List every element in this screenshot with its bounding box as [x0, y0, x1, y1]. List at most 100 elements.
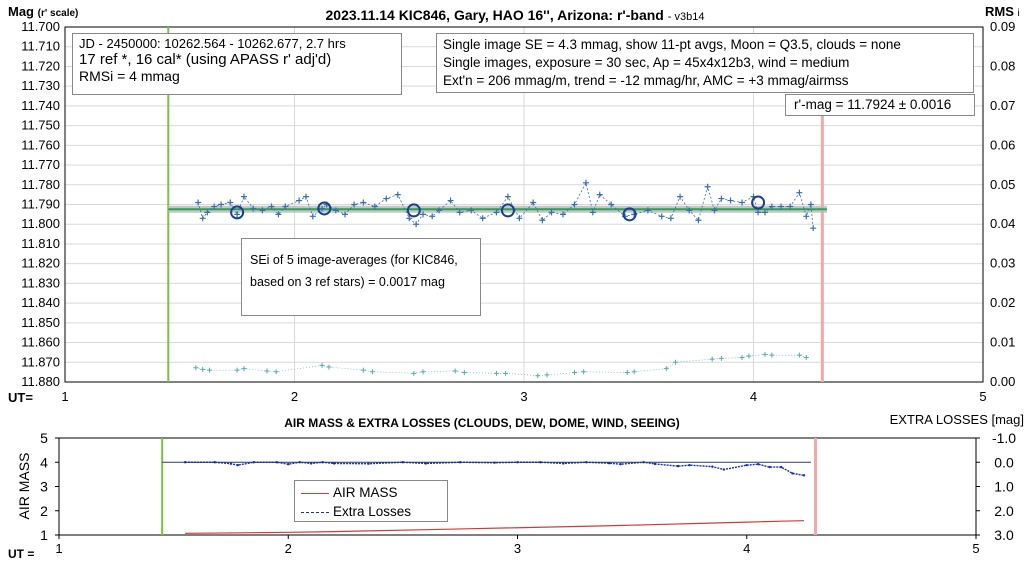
bottom-y2-tick-label: 2.0 — [994, 503, 1014, 519]
y-tick-label: 11.870 — [21, 354, 60, 369]
data-point-rms — [370, 369, 376, 375]
data-point-extra-losses — [653, 462, 657, 466]
y-tick-label: 11.800 — [21, 216, 60, 231]
bottom-y-tick-label: 1 — [40, 527, 48, 543]
y2-tick-label: 0.03 — [990, 256, 1015, 271]
bottom-y-tick-label: 5 — [40, 430, 48, 446]
y-tick-label: 11.850 — [21, 315, 60, 330]
data-point-rms — [718, 355, 724, 361]
y-tick-label: 11.790 — [21, 197, 60, 212]
series-rms-line — [195, 354, 807, 376]
data-point-single-image — [259, 207, 266, 214]
data-point-extra-losses — [757, 462, 760, 466]
legend-item-extra-losses: Extra Losses — [301, 502, 441, 521]
x-tick-label: 4 — [750, 389, 757, 404]
plot-frame — [64, 26, 984, 383]
info-left-line-2: 17 ref *, 16 cal* (using APASS r' adj'd) — [79, 51, 332, 68]
y-axis-label-text: Mag — [8, 4, 34, 19]
x-axis-label: UT= — [8, 390, 33, 405]
data-point-rms — [762, 351, 768, 357]
data-point-single-image — [302, 193, 309, 200]
bottom-y-tick-label: 3 — [40, 479, 48, 495]
data-point-extra-losses — [493, 461, 496, 464]
data-point-extra-losses — [802, 474, 806, 477]
chart-title-version: - v3b14 — [668, 11, 705, 23]
data-point-single-image — [332, 207, 339, 214]
bottom-chart-title: AIR MASS & EXTRA LOSSES (CLOUDS, DEW, DO… — [284, 416, 680, 430]
data-point-single-image — [195, 199, 202, 206]
data-point-single-image — [341, 211, 348, 218]
y2-axis-label-suffix: i — [1018, 8, 1020, 19]
data-point-average — [406, 203, 421, 218]
y2-tick-label: 0.02 — [990, 295, 1015, 310]
data-point-single-image — [807, 201, 814, 208]
bottom-x-tick-label: 3 — [514, 541, 521, 556]
data-point-extra-losses — [711, 465, 714, 468]
y2-tick-label: 0.08 — [990, 58, 1015, 73]
info-left-line-3: RMSi = 4 mmag — [79, 68, 180, 84]
data-point-extra-losses — [309, 462, 313, 465]
y2-tick-label: 0.06 — [990, 137, 1015, 152]
data-point-rms — [319, 362, 325, 368]
data-point-rms — [264, 368, 270, 374]
data-point-rms — [769, 352, 775, 358]
data-point-extra-losses — [252, 461, 256, 464]
data-point-single-image — [199, 215, 206, 222]
data-point-single-image — [658, 213, 665, 220]
data-point-rms — [631, 369, 637, 375]
annotation-line-2: based on 3 ref stars) = 0.0017 mag — [250, 275, 445, 289]
data-point-single-image — [504, 193, 511, 200]
data-point-single-image — [686, 207, 693, 214]
y-tick-label: 11.710 — [21, 39, 60, 54]
x-tick-label: 5 — [979, 389, 986, 404]
data-point-single-image — [413, 221, 420, 228]
data-point-rms — [360, 367, 366, 373]
data-point-rms — [326, 364, 332, 370]
data-point-rms — [544, 372, 550, 378]
data-point-single-image — [406, 215, 413, 222]
data-point-single-image — [493, 209, 500, 216]
y-tick-label: 11.820 — [21, 256, 60, 271]
data-point-extra-losses — [367, 462, 370, 465]
data-point-extra-losses — [745, 463, 748, 467]
data-point-rms — [493, 370, 499, 376]
data-point-single-image — [218, 201, 225, 208]
bottom-y2-tick-label: 1.0 — [994, 479, 1014, 495]
data-point-single-image — [371, 203, 378, 210]
data-point-extra-losses — [642, 461, 645, 464]
data-point-single-image — [768, 203, 775, 210]
data-point-extra-losses — [791, 472, 794, 475]
data-point-single-image — [596, 191, 603, 198]
data-point-rms — [803, 355, 809, 361]
data-point-rms — [503, 370, 509, 376]
data-point-extra-losses — [619, 462, 622, 466]
data-point-single-image — [429, 213, 436, 220]
y-tick-label: 11.760 — [21, 137, 60, 152]
data-point-single-image — [360, 199, 367, 206]
data-point-single-image — [394, 191, 401, 198]
data-point-single-image — [234, 211, 241, 218]
bottom-legend: AIR MASS Extra Losses — [294, 480, 448, 522]
data-point-single-image — [727, 197, 734, 204]
data-point-extra-losses — [183, 461, 187, 464]
data-point-extra-losses — [562, 462, 565, 465]
data-point-rms — [571, 370, 577, 376]
data-point-single-image — [319, 205, 326, 212]
bottom-y-tick-label: 2 — [40, 503, 48, 519]
data-point-rms — [273, 369, 279, 375]
bottom-y2-tick-label: -1.0 — [992, 430, 1016, 446]
data-point-rms — [663, 366, 669, 372]
data-point-extra-losses — [298, 461, 301, 464]
data-point-rms — [411, 370, 417, 376]
data-point-single-image — [420, 211, 427, 218]
data-point-single-image — [383, 195, 390, 202]
y2-tick-label: 0.00 — [990, 374, 1015, 389]
data-point-rms — [452, 368, 458, 374]
y-tick-label: 11.750 — [21, 118, 60, 133]
data-point-rms — [624, 370, 630, 376]
y2-tick-label: 0.09 — [990, 19, 1015, 34]
data-point-rms — [535, 373, 541, 379]
data-point-single-image — [796, 189, 803, 196]
data-point-rms — [796, 352, 802, 358]
y-tick-label: 11.860 — [21, 335, 60, 350]
